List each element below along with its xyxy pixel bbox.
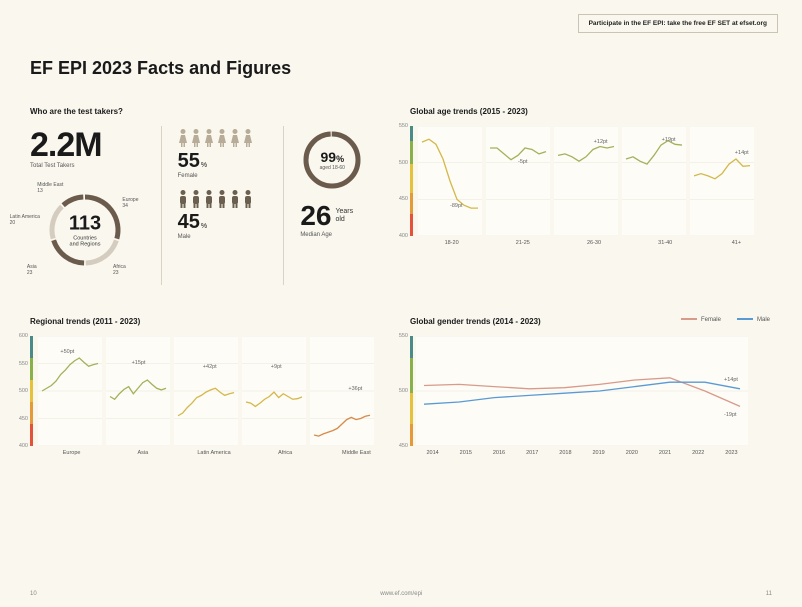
- y-tick-label: 400: [390, 233, 408, 239]
- chart-panel: -5pt: [486, 126, 550, 236]
- chart-panel: +36pt: [310, 336, 374, 446]
- countries-value: 113: [69, 213, 101, 236]
- panel-annotation: +50pt: [60, 349, 74, 355]
- ring-segment-label: Europe34: [122, 197, 138, 209]
- median-age-label: Yearsold: [335, 208, 353, 223]
- regional-trends-chart: 400450500550600+50pt+15pt+42pt+9pt+36ptE…: [30, 336, 390, 456]
- total-test-takers-value: 2.2M: [30, 126, 145, 165]
- chart-panel: +14pt: [690, 126, 754, 236]
- x-axis-label: 2021: [648, 450, 681, 456]
- legend-male: Male: [757, 317, 770, 323]
- panel-annotation: +12pt: [594, 139, 608, 145]
- chart-panel: -89pt: [418, 126, 482, 236]
- male-icons: [178, 189, 268, 211]
- gender-chart-panel: -19pt +14pt: [416, 336, 748, 446]
- x-axis-label: 2014: [416, 450, 449, 456]
- age-trends-chart: 400450500550-89pt-5pt+12pt+19pt+14pt18-2…: [410, 126, 770, 246]
- female-icons: [178, 128, 268, 150]
- panel-annotation: +15pt: [132, 360, 146, 366]
- promo-banner: Participate in the EF EPI: take the free…: [578, 14, 778, 33]
- x-axis-label: Middle East: [323, 450, 390, 456]
- x-axis-label: 2015: [449, 450, 482, 456]
- section-regional-trends: Regional trends (2011 - 2023) 4004505005…: [30, 317, 390, 456]
- section-test-takers: Who are the test takers? 2.2M Total Test…: [30, 107, 390, 285]
- panel-annotation: +42pt: [203, 364, 217, 370]
- x-axis-label: 2016: [482, 450, 515, 456]
- series-annotation: +14pt: [724, 377, 738, 383]
- gender-trends-chart: 450500550-19pt+14pt201420152016201720182…: [410, 336, 770, 456]
- section-heading: Regional trends (2011 - 2023): [30, 317, 390, 326]
- y-tick-label: 550: [390, 123, 408, 129]
- x-axis-label: 2019: [582, 450, 615, 456]
- y-tick-label: 400: [10, 443, 28, 449]
- y-tick-label: 500: [10, 388, 28, 394]
- y-tick-label: 550: [390, 333, 408, 339]
- series-annotation: -19pt: [724, 412, 737, 418]
- footer-url: www.ef.com/epi: [380, 591, 422, 597]
- x-axis-label: 21-25: [489, 240, 556, 246]
- male-label: Male: [178, 234, 268, 240]
- female-pct: 55: [178, 150, 200, 172]
- panel-annotation: -5pt: [518, 159, 527, 165]
- y-tick-label: 450: [10, 416, 28, 422]
- y-tick-label: 550: [10, 361, 28, 367]
- panel-annotation: +36pt: [348, 386, 362, 392]
- section-heading: Who are the test takers?: [30, 107, 390, 116]
- y-tick-label: 500: [390, 388, 408, 394]
- female-label: Female: [178, 173, 268, 179]
- chart-panel: +12pt: [554, 126, 618, 236]
- ring-segment-label: Africa23: [113, 264, 126, 276]
- x-axis-label: 18-20: [418, 240, 485, 246]
- section-age-trends: Global age trends (2015 - 2023) 40045050…: [410, 107, 770, 285]
- x-axis-label: 26-30: [560, 240, 627, 246]
- y-tick-label: 600: [10, 333, 28, 339]
- male-pct: 45: [178, 211, 200, 233]
- chart-panel: +15pt: [106, 336, 170, 446]
- x-axis-label: 31-40: [632, 240, 699, 246]
- x-axis-label: 2020: [615, 450, 648, 456]
- page-title: EF EPI 2023 Facts and Figures: [30, 58, 772, 79]
- panel-annotation: +14pt: [735, 150, 749, 156]
- x-axis-label: Africa: [252, 450, 319, 456]
- x-axis-label: Latin America: [180, 450, 247, 456]
- x-axis-label: Europe: [38, 450, 105, 456]
- page-num-left: 10: [30, 591, 37, 597]
- median-age-sub: Median Age: [300, 232, 390, 238]
- gender-legend: Female Male: [681, 317, 770, 323]
- x-axis-label: 2023: [715, 450, 748, 456]
- chart-panel: +19pt: [622, 126, 686, 236]
- x-axis-label: Asia: [109, 450, 176, 456]
- chart-panel: +42pt: [174, 336, 238, 446]
- x-axis-label: 41+: [703, 240, 770, 246]
- x-axis-label: 2018: [549, 450, 582, 456]
- page-num-right: 11: [766, 591, 772, 597]
- section-heading: Global age trends (2015 - 2023): [410, 107, 770, 116]
- countries-label: Countriesand Regions: [69, 236, 101, 248]
- panel-annotation: -89pt: [450, 203, 463, 209]
- ring-segment-label: Latin America20: [10, 214, 40, 226]
- x-axis-label: 2022: [682, 450, 715, 456]
- age-pct: 99: [321, 149, 337, 165]
- section-gender-trends: Global gender trends (2014 - 2023) Femal…: [410, 317, 770, 456]
- y-tick-label: 500: [390, 160, 408, 166]
- y-tick-label: 450: [390, 443, 408, 449]
- age-pct-label: aged 18-60: [320, 165, 345, 171]
- ring-segment-label: Middle East13: [37, 182, 63, 194]
- x-axis-label: 2017: [516, 450, 549, 456]
- chart-panel: +50pt: [38, 336, 102, 446]
- ring-segment-label: Asia23: [27, 264, 37, 276]
- chart-panel: +9pt: [242, 336, 306, 446]
- panel-annotation: +19pt: [662, 137, 676, 143]
- y-tick-label: 450: [390, 196, 408, 202]
- page-footer: 10 www.ef.com/epi 11: [30, 591, 772, 597]
- legend-female: Female: [701, 317, 721, 323]
- panel-annotation: +9pt: [271, 364, 282, 370]
- median-age-value: 26: [300, 200, 331, 232]
